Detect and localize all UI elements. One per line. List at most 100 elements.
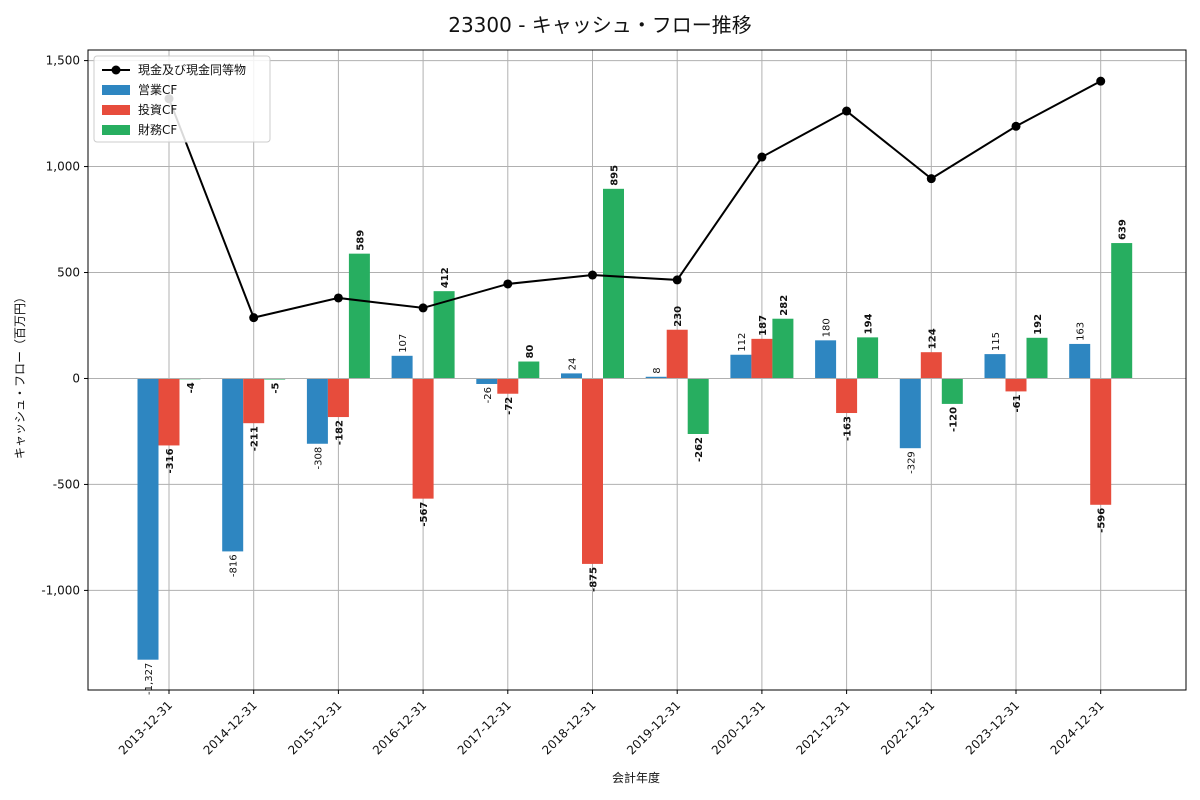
bar-投資CF [1090, 378, 1112, 505]
bar-value-label: 230 [673, 306, 684, 327]
bar-value-label: 187 [758, 315, 769, 336]
x-tick-label: 2024-12-31 [1048, 698, 1107, 757]
bar-財務CF [857, 337, 879, 379]
bar-value-label: 180 [822, 318, 833, 337]
bar-value-label: 107 [398, 334, 409, 353]
bar-value-label: -567 [419, 502, 430, 527]
bar-財務CF [1111, 243, 1133, 379]
bar-財務CF [603, 188, 624, 379]
cash-point [503, 279, 513, 289]
y-tick-label: -1,000 [41, 583, 80, 597]
y-tick-label: 0 [72, 371, 80, 385]
legend-marker [111, 65, 121, 75]
x-tick-label: 2019-12-31 [624, 698, 683, 757]
bar-投資CF [158, 378, 180, 446]
bar-value-label: -163 [843, 416, 854, 441]
bar-財務CF [1026, 337, 1048, 379]
x-tick-label: 2013-12-31 [116, 698, 175, 757]
plot-background [88, 50, 1186, 690]
bar-value-label: 895 [610, 165, 621, 186]
bar-value-label: 124 [927, 328, 938, 349]
cash-line [168, 80, 1102, 319]
x-tick-label: 2020-12-31 [709, 698, 768, 757]
bar-value-label: 163 [1076, 322, 1087, 341]
y-tick-label: 500 [57, 266, 80, 280]
bar-営業CF [899, 378, 921, 449]
legend-swatch [102, 125, 130, 135]
bar-投資CF [836, 378, 858, 414]
chart-title: 23300 - キャッシュ・フロー推移 [448, 13, 752, 37]
bar-value-label: -262 [694, 437, 705, 462]
bar-value-label: 192 [1033, 314, 1044, 335]
bar-財務CF [941, 378, 963, 404]
bar-value-label: 80 [525, 345, 536, 359]
bar-投資CF [666, 329, 688, 379]
bar-営業CF [984, 354, 1006, 379]
legend-box [93, 55, 271, 143]
x-tick-label: 2017-12-31 [455, 698, 514, 757]
bar-営業CF [815, 340, 837, 379]
bar-value-label: -5 [271, 382, 282, 393]
cash-point [588, 270, 597, 280]
bar-営業CF [645, 376, 667, 379]
bar-value-label: -1,327 [144, 663, 155, 695]
bar-value-label: -26 [483, 387, 494, 403]
bar-投資CF [327, 378, 349, 418]
x-tick-label: 2023-12-31 [963, 698, 1022, 757]
y-tick-label: -500 [53, 477, 80, 491]
y-axis-label: キャッシュ・フロー（百万円） [13, 291, 27, 459]
bar-投資CF [1005, 378, 1027, 392]
legend-label: 投資CF [138, 102, 177, 117]
x-tick-label: 2015-12-31 [285, 698, 344, 757]
bar-value-label: 8 [652, 367, 663, 373]
plot-area: -1,000 -500 0 500 1,000 1,500 2013-12-31 2014-1… [41, 49, 1187, 757]
bar-財務CF [348, 253, 370, 379]
cash-point [926, 174, 936, 184]
bar-営業CF [306, 378, 328, 444]
x-axis-label: 会計年度 [612, 770, 660, 785]
bar-value-label: -596 [1097, 508, 1108, 533]
bar-営業CF [1069, 343, 1091, 379]
bar-value-label: 115 [991, 332, 1002, 351]
x-tick-label: 2016-12-31 [370, 698, 429, 757]
bar-営業CF [730, 354, 752, 379]
cash-point [333, 293, 343, 303]
bar-財務CF [518, 361, 540, 379]
bar-営業CF [222, 378, 244, 552]
y-tick-label: 1,500 [46, 54, 80, 68]
bar-投資CF [751, 338, 773, 379]
bar-value-label: 639 [1118, 219, 1129, 240]
bar-value-label: -120 [948, 407, 959, 432]
cash-point [249, 313, 259, 323]
bar-投資CF [243, 378, 265, 424]
legend-swatch [102, 85, 130, 95]
bar-投資CF [582, 378, 603, 564]
bar-営業CF [561, 373, 582, 379]
bar-value-label: 194 [864, 313, 875, 334]
bar-value-label: -182 [334, 420, 345, 445]
bar-投資CF [412, 378, 434, 499]
x-tick-label: 2014-12-31 [201, 698, 260, 757]
x-tick-label: 2021-12-31 [794, 698, 853, 757]
bar-value-label: -211 [250, 426, 261, 451]
x-tick-label: 2022-12-31 [878, 698, 937, 757]
bar-営業CF [137, 378, 159, 660]
legend-label: 財務CF [138, 122, 177, 137]
legend-label: 現金及び現金同等物 [138, 62, 246, 77]
bar-財務CF [687, 378, 709, 434]
bar-value-label: -72 [504, 397, 515, 415]
bar-value-label: -875 [589, 567, 600, 592]
bar-value-label: -329 [906, 451, 917, 474]
bar-営業CF [476, 378, 498, 384]
cash-point [757, 152, 767, 162]
bar-営業CF [391, 355, 413, 379]
bar-財務CF [264, 378, 286, 380]
x-tick-label: 2018-12-31 [539, 698, 598, 757]
bar-value-label: -308 [313, 447, 324, 470]
cash-point [842, 106, 852, 116]
legend-swatch [102, 105, 130, 115]
bar-value-label: 112 [737, 333, 748, 352]
